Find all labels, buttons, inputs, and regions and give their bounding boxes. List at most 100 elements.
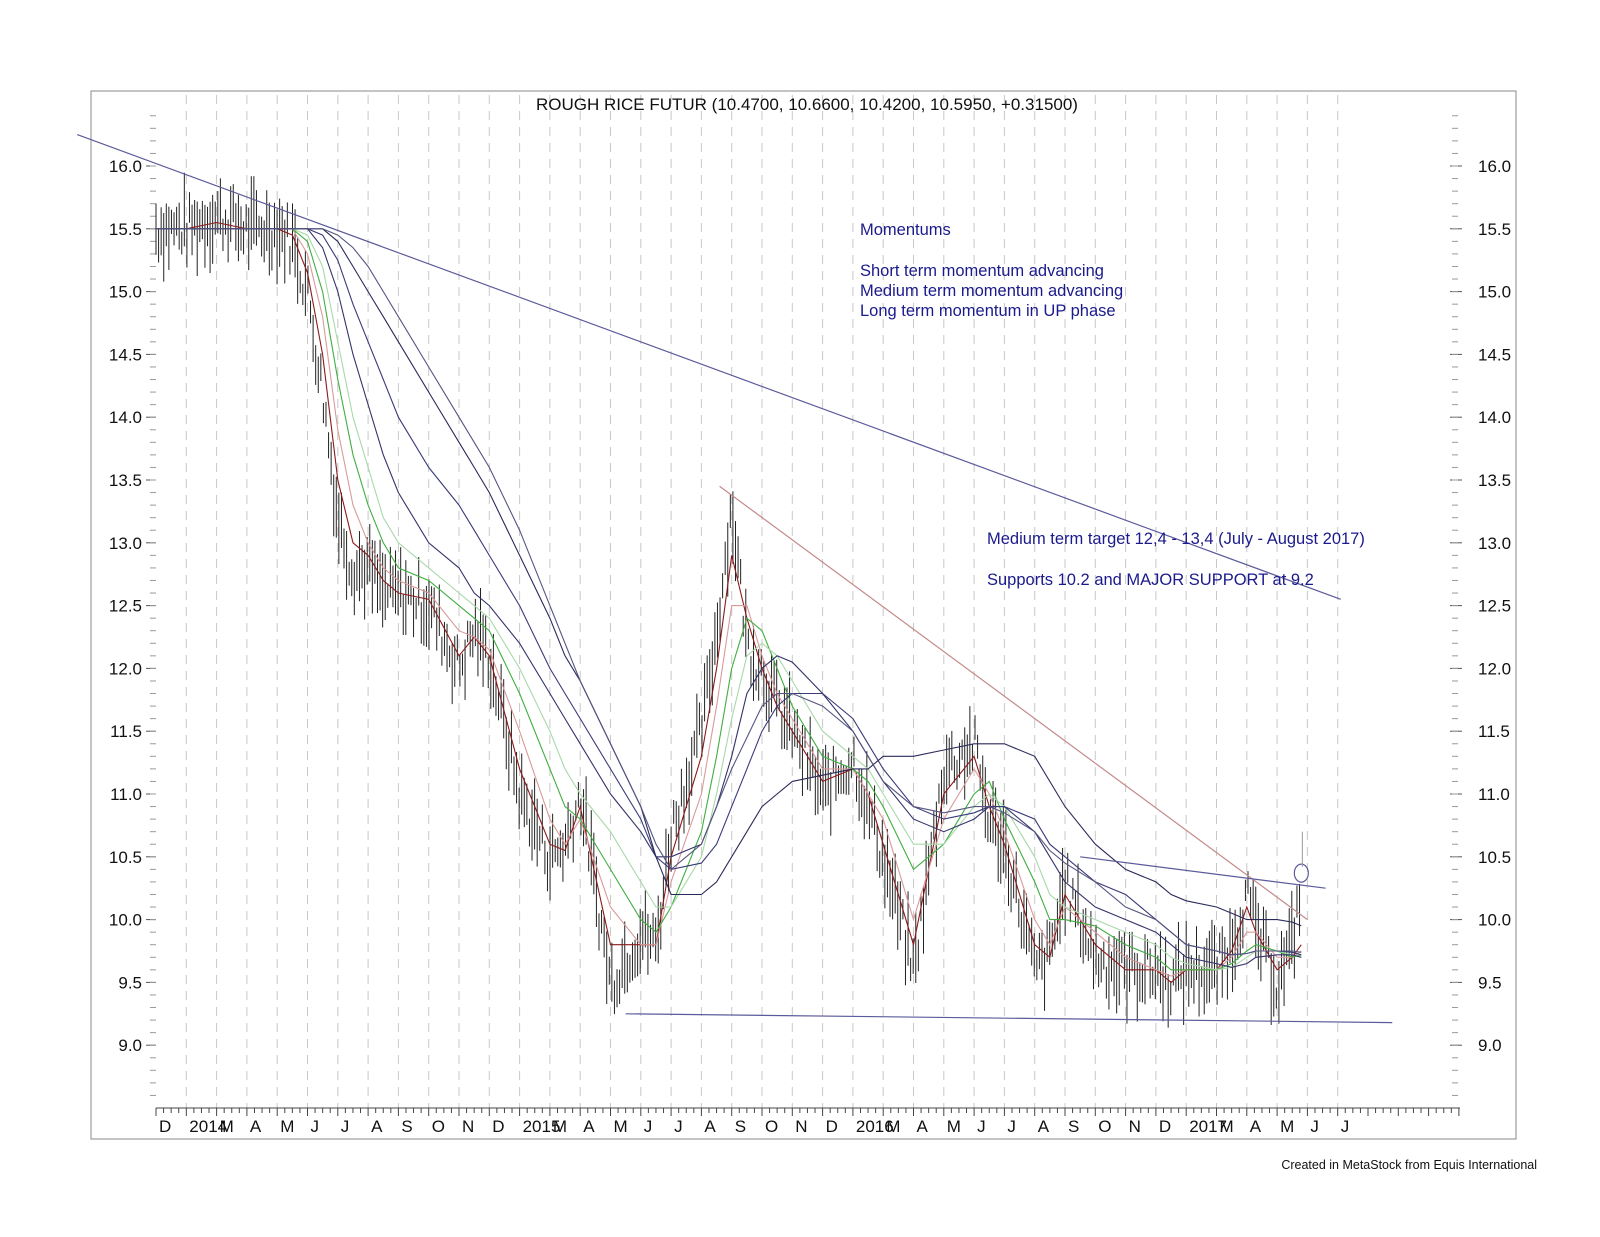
signal-marker [1293, 863, 1309, 883]
x-tick-label: J [1310, 1117, 1319, 1136]
vertical-grid [185, 95, 1339, 1108]
target-annotation: Medium term target 12,4 - 13,4 (July - A… [987, 530, 1365, 548]
x-tick-label: J [977, 1117, 986, 1136]
x-tick-label: D [159, 1117, 171, 1136]
x-tick-label: D [826, 1117, 838, 1136]
x-tick-label: O [1098, 1117, 1111, 1136]
x-tick-label: D [492, 1117, 504, 1136]
y-tick-label-right: 12.0 [1478, 659, 1511, 678]
x-tick-label: D [1159, 1117, 1171, 1136]
trendlines [77, 134, 1393, 1024]
moving-average-line [156, 228, 1302, 968]
y-tick-label-right: 15.0 [1478, 283, 1511, 302]
momentum-title: Momentums [860, 221, 951, 239]
x-tick-label: M [614, 1117, 628, 1136]
moving-average-line [156, 221, 1302, 984]
y-tick-label-right: 14.5 [1478, 345, 1511, 364]
x-tick-label: A [704, 1117, 716, 1136]
x-tick-label: 2016 [856, 1117, 894, 1136]
momentum-long: Long term momentum in UP phase [860, 302, 1116, 320]
price-bars [155, 172, 1301, 1028]
x-tick-label: M [220, 1117, 234, 1136]
x-tick-label: A [1038, 1117, 1050, 1136]
moving-average-line [156, 228, 1302, 977]
y-tick-label-left: 13.5 [109, 471, 142, 490]
x-tick-label: J [311, 1117, 320, 1136]
y-tick-label-right: 10.5 [1478, 848, 1511, 867]
trendline [77, 134, 1341, 600]
x-tick-label: J [674, 1117, 683, 1136]
y-tick-label-left: 14.5 [109, 345, 142, 364]
x-tick-label: A [583, 1117, 595, 1136]
y-tick-label-left: 11.5 [110, 722, 142, 741]
y-tick-label-left: 16.0 [109, 157, 142, 176]
moving-average-line [156, 228, 1302, 956]
y-tick-label-right: 9.0 [1478, 1036, 1502, 1055]
marker-layer [1293, 831, 1309, 883]
y-tick-label-right: 11.0 [1478, 785, 1510, 804]
x-tick-label: 2015 [523, 1117, 561, 1136]
x-tick-label: S [735, 1117, 746, 1136]
x-tick-label: M [1280, 1117, 1294, 1136]
x-tick-label: S [401, 1117, 412, 1136]
moving-average-line [156, 228, 1302, 971]
y-tick-label-right: 13.0 [1478, 534, 1511, 553]
x-tick-label: M [947, 1117, 961, 1136]
y-axis-right: 16.0 15.5 15.0 14.5 14.0 13.5 13.0 12.5 12.0 11.5… [1450, 115, 1511, 1096]
supports-annotation: Supports 10.2 and MAJOR SUPPORT at 9.2 [987, 571, 1314, 589]
x-tick-label: S [1068, 1117, 1079, 1136]
x-tick-label: J [1007, 1117, 1016, 1136]
moving-average-line [156, 228, 1302, 971]
momentum-medium: Medium term momentum advancing [860, 282, 1123, 300]
y-tick-label-left: 12.5 [109, 597, 142, 616]
x-tick-label: 2014 [189, 1117, 227, 1136]
chart-title: ROUGH RICE FUTUR (10.4700, 10.6600, 10.4… [536, 95, 1078, 114]
credit-text: Created in MetaStock from Equis Internat… [1281, 1158, 1537, 1172]
x-tick-label: M [280, 1117, 294, 1136]
trendline [719, 485, 1308, 921]
y-tick-label-left: 9.0 [118, 1036, 142, 1055]
x-tick-label: J [644, 1117, 653, 1136]
y-tick-label-right: 14.0 [1478, 408, 1511, 427]
y-tick-label-left: 12.0 [109, 659, 142, 678]
momentum-short: Short term momentum advancing [860, 262, 1104, 280]
y-tick-label-right: 16.0 [1478, 157, 1511, 176]
y-tick-label-left: 14.0 [109, 408, 142, 427]
x-tick-label: M [886, 1117, 900, 1136]
x-tick-label: A [250, 1117, 262, 1136]
x-tick-label: M [1220, 1117, 1234, 1136]
x-tick-label: O [432, 1117, 445, 1136]
y-tick-label-right: 12.5 [1478, 597, 1511, 616]
x-tick-label: N [1129, 1117, 1141, 1136]
y-tick-label-right: 9.5 [1478, 973, 1502, 992]
y-tick-label-right: 11.5 [1478, 722, 1510, 741]
y-axis-left: 16.0 15.5 15.0 14.5 14.0 13.5 13.0 12.5 12.0 11.5… [109, 115, 156, 1096]
y-tick-label-right: 13.5 [1478, 471, 1511, 490]
y-tick-label-left: 9.5 [118, 973, 142, 992]
x-tick-label: M [553, 1117, 567, 1136]
y-tick-label-left: 11.0 [110, 785, 142, 804]
y-tick-label-left: 10.5 [109, 848, 142, 867]
x-tick-label: N [462, 1117, 474, 1136]
y-tick-label-left: 13.0 [109, 534, 142, 553]
y-tick-label-left: 15.5 [109, 220, 142, 239]
y-tick-label-left: 15.0 [109, 283, 142, 302]
x-tick-label: A [917, 1117, 929, 1136]
y-tick-label-right: 10.0 [1478, 911, 1511, 930]
x-tick-label: O [765, 1117, 778, 1136]
trendline [1080, 856, 1326, 889]
y-tick-label-right: 15.5 [1478, 220, 1511, 239]
chart-frame [90, 90, 1517, 1140]
x-tick-label: 2017 [1189, 1117, 1227, 1136]
trendline [625, 1013, 1393, 1024]
moving-averages [156, 221, 1302, 984]
moving-average-line [156, 228, 1302, 956]
x-tick-label: A [371, 1117, 383, 1136]
moving-average-line [156, 228, 1302, 927]
x-tick-label: J [1341, 1117, 1350, 1136]
x-tick-label: N [795, 1117, 807, 1136]
x-tick-label: A [1250, 1117, 1262, 1136]
x-tick-label: J [341, 1117, 350, 1136]
